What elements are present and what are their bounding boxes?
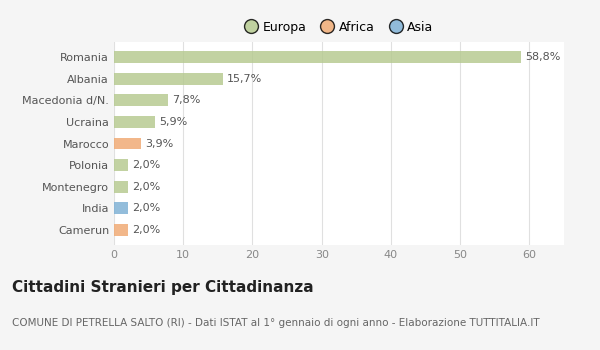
- Bar: [114, 224, 128, 236]
- Bar: [114, 181, 128, 192]
- Legend: Europa, Africa, Asia: Europa, Africa, Asia: [240, 16, 438, 39]
- Text: COMUNE DI PETRELLA SALTO (RI) - Dati ISTAT al 1° gennaio di ogni anno - Elaboraz: COMUNE DI PETRELLA SALTO (RI) - Dati IST…: [12, 318, 539, 329]
- Text: 2,0%: 2,0%: [132, 225, 160, 235]
- Bar: [114, 159, 128, 171]
- Bar: [114, 116, 155, 128]
- Text: 58,8%: 58,8%: [525, 52, 560, 62]
- Text: 5,9%: 5,9%: [159, 117, 187, 127]
- Bar: [114, 51, 521, 63]
- Text: 2,0%: 2,0%: [132, 203, 160, 213]
- Text: 3,9%: 3,9%: [145, 139, 173, 148]
- Bar: [114, 202, 128, 214]
- Text: 15,7%: 15,7%: [227, 74, 262, 84]
- Bar: [114, 94, 168, 106]
- Text: 2,0%: 2,0%: [132, 160, 160, 170]
- Text: Cittadini Stranieri per Cittadinanza: Cittadini Stranieri per Cittadinanza: [12, 280, 314, 295]
- Bar: [114, 73, 223, 85]
- Text: 2,0%: 2,0%: [132, 182, 160, 192]
- Bar: [114, 138, 141, 149]
- Text: 7,8%: 7,8%: [172, 95, 200, 105]
